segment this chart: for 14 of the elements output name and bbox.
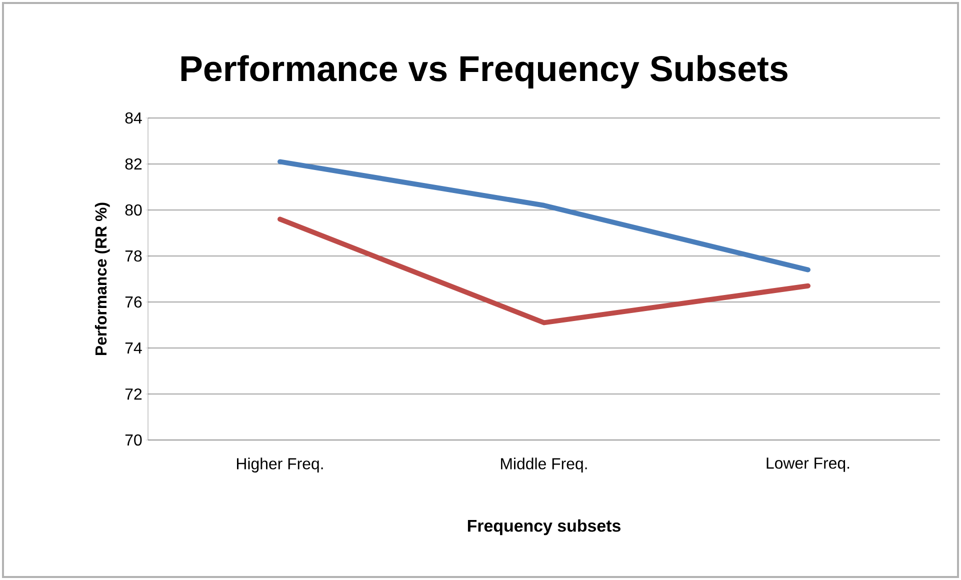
x-tick-label: Middle Freq. — [501, 458, 587, 473]
y-tick-label: 74 — [125, 342, 142, 354]
y-tick-label: 78 — [125, 250, 142, 262]
y-tick-label: 82 — [125, 158, 142, 170]
y-tick-label: 84 — [125, 112, 142, 124]
x-tick-label: Lower Freq. — [766, 458, 850, 472]
y-tick-label: 80 — [125, 204, 142, 216]
x-axis-title: Frequency subsets — [468, 519, 620, 536]
y-tick-label: 76 — [125, 296, 142, 308]
y-tick-label: 70 — [125, 434, 142, 446]
y-axis-title: Performance (RR %) — [94, 202, 110, 355]
chart-title: Performance vs Frequency Subsets — [181, 55, 788, 88]
y-tick-label: 72 — [125, 388, 142, 400]
x-tick-label: Higher Freq. — [237, 458, 323, 473]
